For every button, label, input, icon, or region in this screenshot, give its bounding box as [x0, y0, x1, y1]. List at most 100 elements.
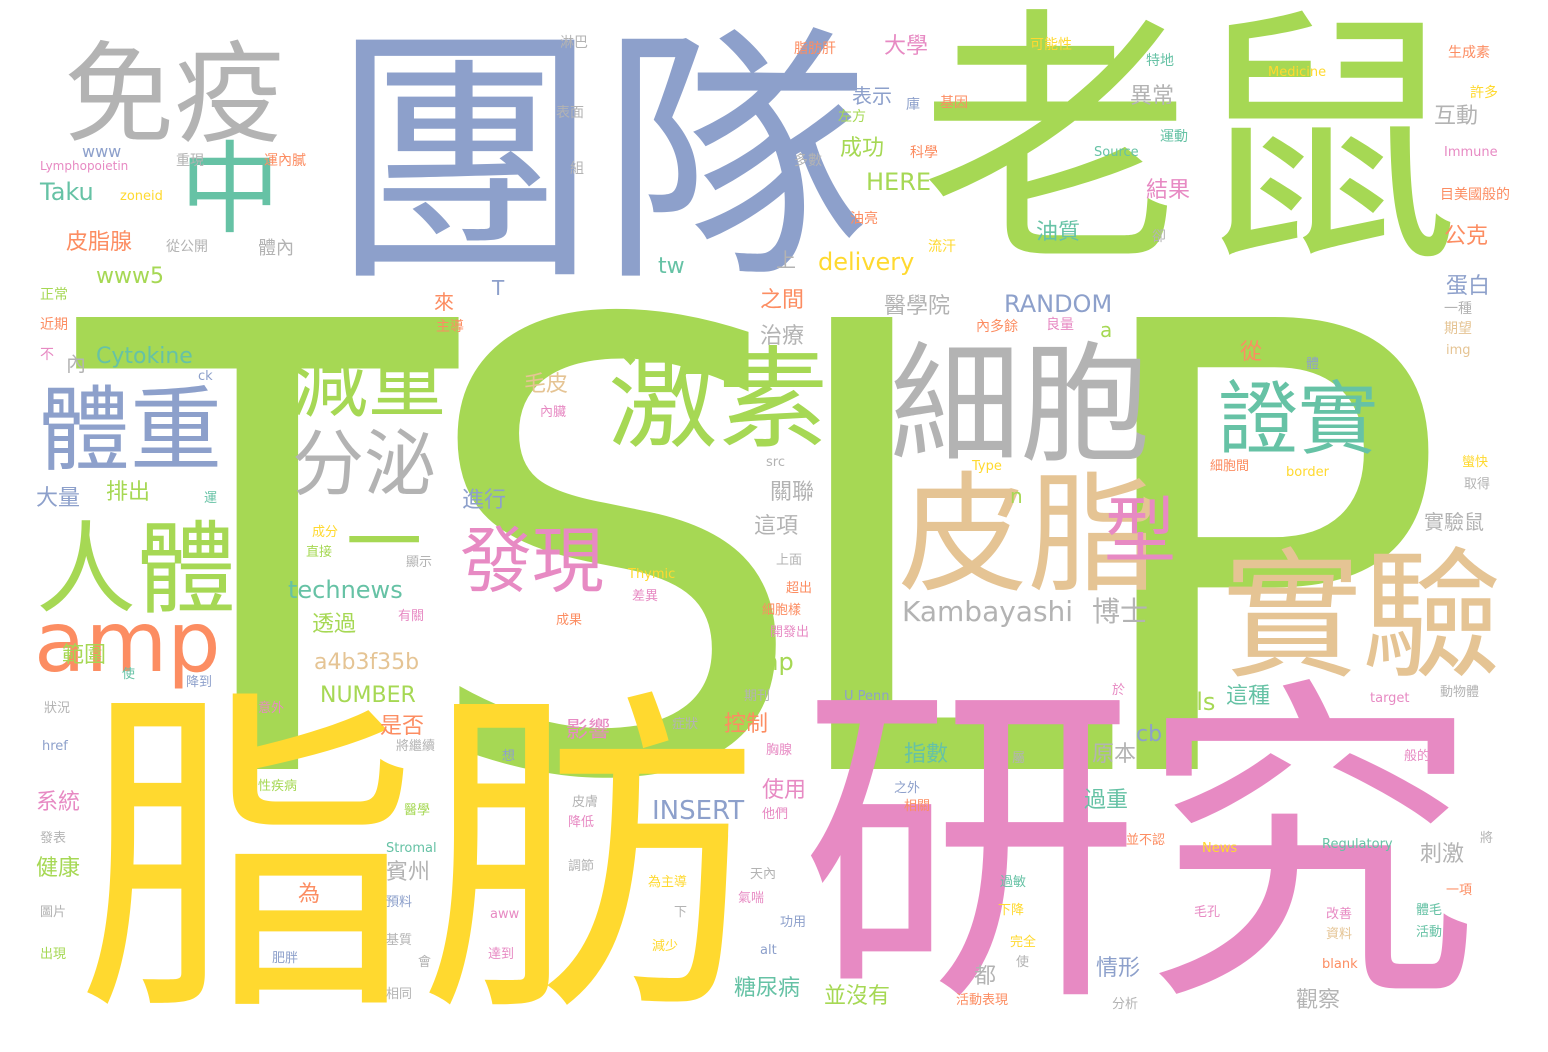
- word-lai: 來: [434, 290, 454, 314]
- word-youguan: 有關: [398, 609, 425, 624]
- word-feipang: 肥胖: [272, 951, 299, 966]
- word-medicine: Medicine: [1268, 65, 1327, 80]
- word-target: target: [1370, 691, 1410, 706]
- word-chayi: 差異: [632, 589, 659, 604]
- word-qingxing: 情形: [1096, 956, 1141, 981]
- word-zhudao: 主導: [436, 319, 464, 335]
- word-bingmeiyou: 並沒有: [824, 984, 891, 1009]
- word-chuxian: 出現: [40, 947, 67, 962]
- word-dou: 都: [974, 964, 997, 989]
- word-xiangtong: 相同: [386, 987, 413, 1002]
- word-guancha: 觀察: [1296, 988, 1341, 1013]
- word-immune: Immune: [1444, 145, 1498, 160]
- word-zhezhong: 這種: [1226, 684, 1271, 709]
- word-kexue: 科學: [910, 145, 938, 161]
- word-tiannei: 天內: [750, 867, 777, 882]
- word-jiangdi: 降低: [568, 815, 595, 830]
- word-shiyanshu: 實驗鼠: [1424, 510, 1484, 534]
- word-xiajiang: 下降: [998, 903, 1025, 918]
- word-qikan: 期刊: [744, 689, 771, 704]
- word-tamen: 他們: [762, 807, 789, 822]
- word-zhifanggan: 脂肪肝: [794, 41, 836, 57]
- word-laoshu: 老鼠: [920, 0, 1460, 300]
- word-src: src: [766, 455, 785, 470]
- word-shiyan: 實驗: [1222, 536, 1503, 699]
- word-technews: technews: [288, 576, 403, 604]
- word-t: T: [492, 276, 505, 300]
- word-jisu: 激素: [608, 336, 828, 464]
- word-renti: 人體: [36, 511, 236, 628]
- word-gongke: 公克: [1444, 224, 1489, 249]
- word-wei: 為: [298, 882, 321, 907]
- word-paichu: 排出: [106, 480, 151, 505]
- word-xiangguan: 相關: [904, 799, 931, 814]
- word-conggongkai: 從公開: [166, 239, 208, 255]
- word-mankuai: 蠻快: [1462, 455, 1489, 470]
- word-jiang: 將: [1480, 831, 1494, 846]
- word-zhong: 中: [180, 131, 280, 248]
- word-shiyong: 使用: [762, 778, 807, 803]
- word-nei: 內: [66, 352, 86, 376]
- word-boshi: 博士: [1092, 595, 1149, 628]
- word-type: Type: [972, 459, 1002, 474]
- word-ziliao: 資料: [1326, 927, 1353, 942]
- word-chaochu: 超出: [786, 581, 813, 596]
- word-shangmian: 上面: [776, 553, 803, 568]
- word-zhengchang: 正常: [40, 287, 68, 303]
- word-kongzhi: 控制: [724, 712, 769, 737]
- word-zhexiang: 這項: [754, 514, 799, 539]
- word-yixue: 醫學: [404, 803, 431, 818]
- word-bande: 般的: [1404, 749, 1431, 764]
- word-yi: 一: [346, 498, 422, 587]
- word-zhengshi: 證實: [1218, 373, 1378, 466]
- word-fenxi: 分析: [1112, 997, 1139, 1012]
- word-qichuan: 氣喘: [738, 891, 765, 906]
- word-xiongxian: 胸腺: [766, 743, 793, 758]
- word-neizang: 內臟: [540, 405, 567, 420]
- word-chengguo: 成果: [556, 613, 583, 628]
- word-img: img: [1446, 343, 1471, 358]
- word-tangniaobing: 糖尿病: [734, 976, 801, 1001]
- word-jinxing: 進行: [462, 488, 507, 513]
- word-aww: aww: [490, 907, 520, 922]
- word-meiguobande: 目美國般的: [1440, 187, 1510, 203]
- word-tw: tw: [658, 254, 685, 279]
- word-jizhi: 基質: [386, 933, 413, 948]
- word-random: RANDOM: [1004, 290, 1113, 318]
- word-xing: 型: [1104, 489, 1177, 573]
- word-jieguo: 結果: [1146, 178, 1191, 203]
- word-yu: 於: [1112, 683, 1126, 698]
- word-lymphopoietin: Lymphopoietin: [40, 159, 129, 173]
- word-insert: INSERT: [652, 796, 745, 826]
- word-jiangjixu: 將繼續: [396, 739, 436, 754]
- word-alt: alt: [760, 943, 777, 958]
- word-cytokine: Cytokine: [96, 344, 193, 369]
- word-zhuangkuang: 狀況: [44, 701, 71, 716]
- word-xibao: 細胞: [890, 329, 1151, 481]
- word-delivery: delivery: [818, 248, 915, 276]
- word-zu: 組: [570, 161, 584, 177]
- word-news: News: [1202, 841, 1238, 856]
- word-faxian: 發現: [460, 519, 605, 603]
- word-xibaojian: 細胞間: [1210, 459, 1250, 474]
- word-touguo: 透過: [312, 612, 357, 637]
- word-huodongbiaoxian: 活動表現: [956, 993, 1009, 1008]
- word-amp: amp: [34, 593, 221, 691]
- word-maopi: 毛皮: [524, 372, 569, 397]
- word-pizhi: 皮脂: [898, 459, 1159, 611]
- word-bingburen: 並不認: [1126, 833, 1166, 848]
- word-yun: 運: [204, 491, 218, 506]
- word-maokong: 毛孔: [1194, 905, 1221, 920]
- word-binzhou: 賓州: [386, 860, 431, 885]
- word-kaifachu: 開發出: [770, 625, 810, 640]
- word-tupian: 圖片: [40, 905, 67, 920]
- word-biaoshi: 表示: [852, 84, 892, 108]
- word-tslp: TSLP: [78, 195, 1450, 916]
- word-jianshao: 減少: [652, 939, 679, 954]
- word-xibaoyang: 細胞樣: [762, 603, 802, 618]
- word-fanwei: 範圍: [62, 643, 107, 668]
- word-yuanben: 原本: [1092, 742, 1137, 767]
- word-yuliao: 預料: [386, 895, 413, 910]
- word-tiaojie: 調節: [568, 859, 595, 874]
